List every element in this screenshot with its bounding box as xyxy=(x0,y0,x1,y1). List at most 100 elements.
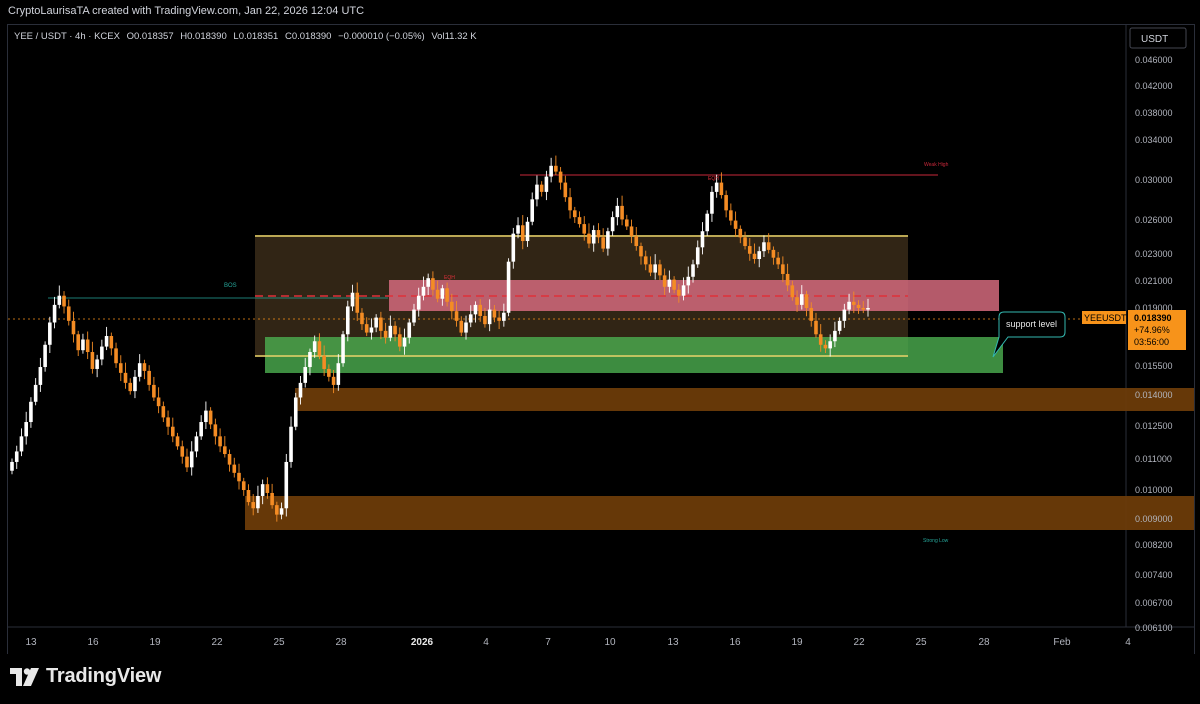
candle-body xyxy=(478,304,482,316)
time-tick-label: 16 xyxy=(729,637,741,648)
candle-body xyxy=(445,288,449,302)
candle-body xyxy=(818,334,823,345)
candle-body xyxy=(473,304,478,315)
candle-body xyxy=(719,182,724,196)
candle-body xyxy=(350,292,355,307)
candle-body xyxy=(289,426,293,462)
candle-body xyxy=(520,225,525,242)
candle-body xyxy=(227,454,232,465)
candle-body xyxy=(596,230,601,238)
legend-o-label: O xyxy=(127,31,134,42)
candle-body xyxy=(303,367,308,383)
candle-body xyxy=(440,288,445,299)
candle-body xyxy=(601,237,605,249)
candle-body xyxy=(57,295,62,305)
time-tick-label: 13 xyxy=(667,637,679,648)
legend-symbol: YEE / USDT · 4h · KCEX xyxy=(14,31,121,42)
candle-body xyxy=(412,309,416,323)
candle-body xyxy=(686,276,691,286)
price-tag-bg xyxy=(1128,310,1186,350)
strong-low-label: Strong Low xyxy=(923,538,949,544)
candle-body xyxy=(639,246,643,257)
candle-body xyxy=(861,308,866,310)
chart-attribution: CryptoLaurisaTA created with TradingView… xyxy=(8,5,365,17)
candle-body xyxy=(833,330,837,342)
time-tick-label: 19 xyxy=(791,637,803,648)
price-tick-label: 0.038000 xyxy=(1135,108,1173,118)
price-chart[interactable]: Weak High EQH BOS EQH Strong Low support… xyxy=(8,25,1194,655)
symbol-tag-bg xyxy=(1082,311,1126,324)
currency-button-bg[interactable] xyxy=(1129,27,1187,49)
candle-body xyxy=(284,461,289,509)
price-tick-label: 0.046000 xyxy=(1135,55,1173,65)
candle-body xyxy=(563,182,568,198)
candle-body xyxy=(648,264,653,273)
price-tag-value: 0.018390 xyxy=(1134,313,1172,323)
candle-body xyxy=(757,251,762,260)
candle-body xyxy=(426,278,430,287)
candle-body xyxy=(535,184,539,200)
candle-body xyxy=(298,382,303,398)
candle-body xyxy=(398,334,402,347)
candle-body xyxy=(62,295,66,307)
price-tick-label: 0.021000 xyxy=(1135,276,1173,286)
candle-body xyxy=(776,257,780,265)
candle-body xyxy=(487,309,492,325)
eqh-label-2: EQH xyxy=(444,275,455,281)
candle-body xyxy=(312,341,317,353)
candle-body xyxy=(530,199,535,222)
candle-body xyxy=(279,508,284,515)
candle-body xyxy=(771,249,776,258)
time-axis[interactable]: 13 16 19 22 25 28 2026 4 7 10 13 16 19 22 25 28 Feb 4 xyxy=(25,637,1131,648)
candle-body xyxy=(218,436,222,447)
candle-body xyxy=(497,317,501,321)
candle-body xyxy=(293,397,298,427)
candle-body xyxy=(374,317,378,328)
support-level-label: support level xyxy=(1006,319,1057,329)
candle-body xyxy=(695,247,700,265)
candle-body xyxy=(38,367,43,385)
candle-body xyxy=(109,336,114,349)
candle-body xyxy=(738,228,743,238)
candle-body xyxy=(747,246,752,254)
candle-body xyxy=(10,461,14,471)
candle-body xyxy=(180,446,185,457)
legend-vol-value: 11.32 K xyxy=(445,31,478,42)
currency-button[interactable]: USDT xyxy=(1141,34,1168,45)
candle-body xyxy=(48,322,52,345)
chart-frame[interactable]: Weak High EQH BOS EQH Strong Low support… xyxy=(7,24,1195,656)
price-tag-countdown: 03:56:00 xyxy=(1134,337,1169,347)
candle-body xyxy=(856,304,861,309)
legend-o-value: 0.018357 xyxy=(134,31,174,42)
price-tag: YEEUSDT 0.018390 +74.96% 03:56:00 xyxy=(1082,310,1186,350)
legend-l-label: L xyxy=(233,31,238,42)
time-tick-label: 16 xyxy=(87,637,99,648)
time-tick-label: 4 xyxy=(483,637,489,648)
candle-body xyxy=(549,165,553,177)
candle-body xyxy=(33,384,38,402)
candles-layer xyxy=(10,155,870,522)
candle-body xyxy=(615,205,620,218)
candle-body xyxy=(24,422,28,437)
candle-body xyxy=(785,273,790,286)
candle-body xyxy=(137,363,142,377)
candle-body xyxy=(256,495,260,509)
candle-body xyxy=(733,220,738,229)
candle-body xyxy=(142,363,147,371)
candle-body xyxy=(516,225,520,234)
candle-body xyxy=(847,301,851,310)
legend-l-value: 0.018351 xyxy=(239,31,279,42)
tradingview-logo[interactable]: TradingView xyxy=(10,665,161,688)
price-tick-label: 0.010000 xyxy=(1135,485,1173,495)
price-tick-label: 0.023000 xyxy=(1135,249,1173,259)
candle-body xyxy=(643,256,648,265)
candle-body xyxy=(662,275,667,287)
candle-body xyxy=(232,464,237,473)
legend-vol-label: Vol xyxy=(431,31,444,42)
candle-body xyxy=(331,376,336,385)
candle-body xyxy=(95,359,99,369)
candle-body xyxy=(492,309,497,318)
candle-body xyxy=(213,424,218,437)
candle-body xyxy=(308,352,312,368)
price-tick-label: 0.015500 xyxy=(1135,361,1173,371)
